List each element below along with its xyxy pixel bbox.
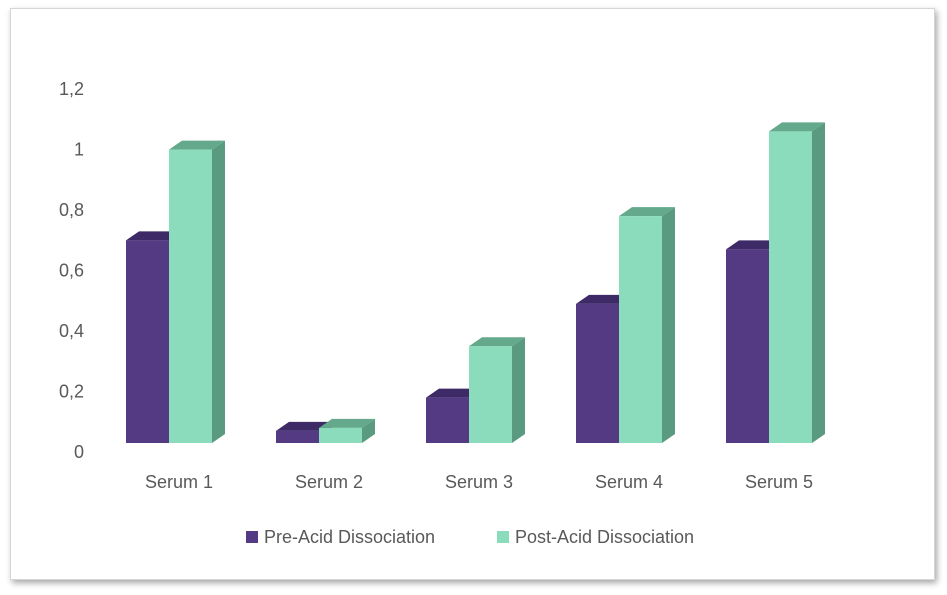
bar-front [276, 430, 319, 443]
bar-top [169, 140, 225, 150]
legend-label: Pre-Acid Dissociation [264, 527, 435, 547]
y-axis-ticks: 0 0,2 0,4 0,6 0,8 1 1,2 [59, 79, 84, 462]
bar-post-serum-3 [469, 337, 525, 443]
bar-side [512, 337, 525, 443]
y-tick-label: 1 [74, 140, 84, 160]
y-tick-label: 1,2 [59, 79, 84, 99]
bar-top [276, 421, 332, 431]
x-category-label: Serum 3 [445, 472, 513, 492]
x-category-label: Serum 1 [145, 472, 213, 492]
x-axis-labels: Serum 1 Serum 2 Serum 3 Serum 4 Serum 5 [145, 472, 813, 492]
bar-top [576, 294, 632, 304]
bar-post-serum-5 [769, 122, 825, 444]
y-tick-label: 0,4 [59, 321, 84, 341]
y-tick-label: 0,6 [59, 261, 84, 281]
y-tick-label: 0,8 [59, 200, 84, 220]
bar-front [769, 131, 812, 444]
legend-label: Post-Acid Dissociation [515, 527, 694, 547]
bar-front [426, 397, 469, 443]
x-category-label: Serum 2 [295, 472, 363, 492]
bar-top [126, 231, 182, 241]
bar-top [619, 207, 675, 217]
bar-front [576, 303, 619, 443]
y-tick-label: 0,2 [59, 382, 84, 402]
bar-post-serum-2 [319, 418, 375, 443]
legend-item: Post-Acid Dissociation [497, 527, 694, 547]
bar-side [362, 418, 375, 443]
bar-top [726, 240, 782, 250]
bar-front [619, 216, 662, 443]
bar-top [469, 337, 525, 347]
bar-front [726, 249, 769, 443]
x-category-label: Serum 4 [595, 472, 663, 492]
bars [126, 122, 825, 444]
bar-post-serum-1 [169, 140, 225, 443]
y-tick-label: 0 [74, 442, 84, 462]
bar-top [319, 418, 375, 428]
bar-front [169, 149, 212, 443]
bar-side [212, 140, 225, 443]
bar-front [469, 346, 512, 443]
bar-top [426, 388, 482, 398]
legend-item: Pre-Acid Dissociation [246, 527, 435, 547]
legend-swatch [497, 531, 509, 543]
bar-side [662, 207, 675, 443]
bar-front [319, 427, 362, 443]
x-category-label: Serum 5 [745, 472, 813, 492]
bar-side [812, 122, 825, 444]
legend: Pre-Acid Dissociation Post-Acid Dissociat… [246, 527, 694, 547]
bar-post-serum-4 [619, 207, 675, 443]
legend-swatch [246, 531, 258, 543]
bar-top [769, 122, 825, 132]
bar-front [126, 240, 169, 443]
